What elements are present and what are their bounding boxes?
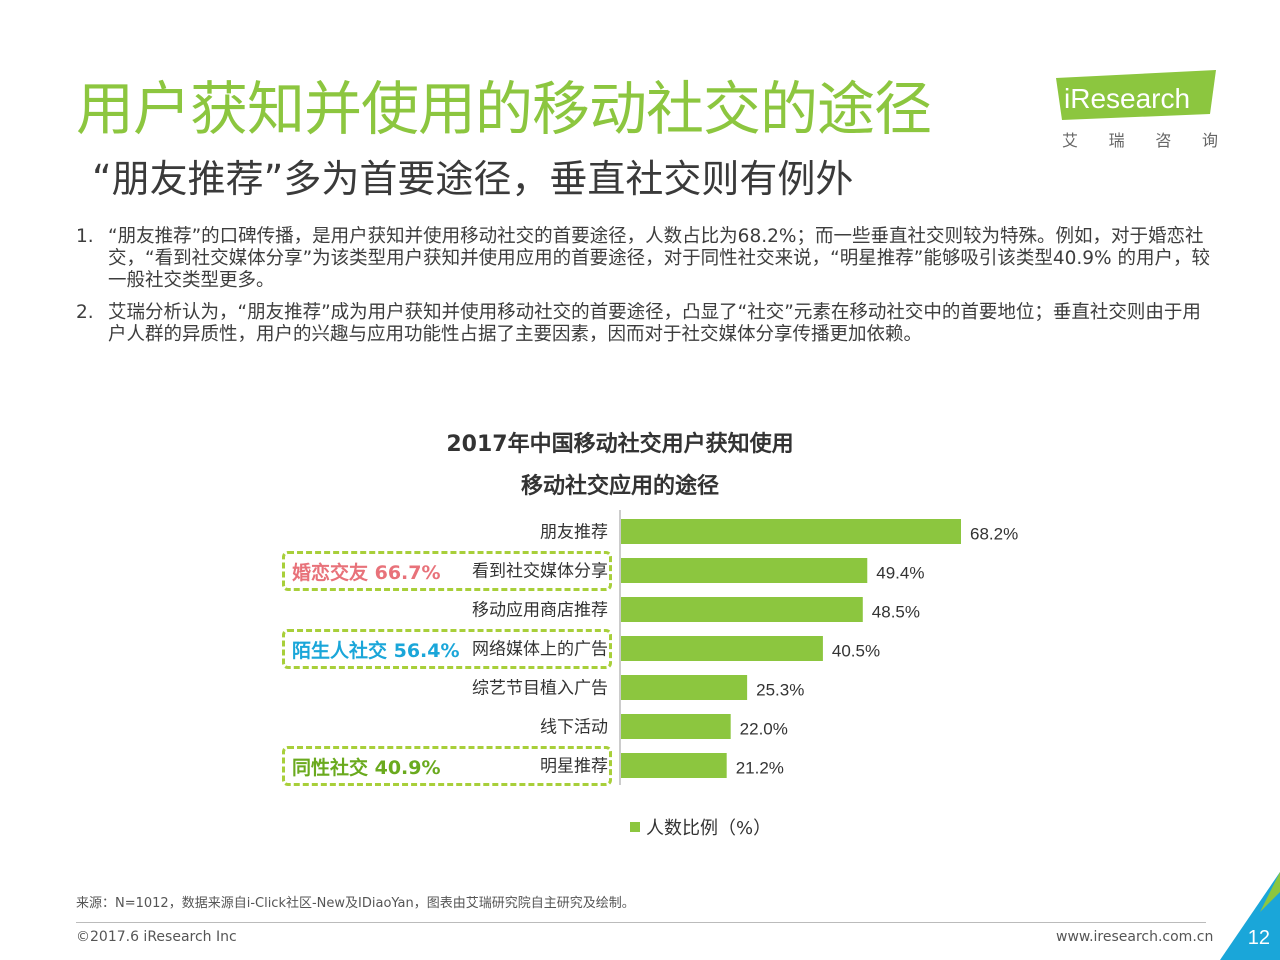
page-number: 12 [1247, 927, 1270, 949]
category-label: 综艺节目植入广告 [472, 679, 608, 699]
logo-char: 咨 [1155, 131, 1172, 150]
data-label: 21.2% [736, 759, 784, 778]
data-label: 49.4% [876, 564, 924, 583]
logo-char: 艾 [1062, 131, 1079, 150]
legend-label: 人数比例（%） [646, 818, 772, 839]
category-label: 线下活动 [540, 718, 608, 738]
website-link[interactable]: www.iresearch.com.cn [1056, 929, 1214, 945]
highlight-label: 同性社交 40.9% [292, 756, 441, 779]
data-label: 25.3% [756, 681, 804, 700]
bar [621, 519, 961, 544]
chart-title: 2017年中国移动社交用户获知使用 [446, 432, 794, 457]
legend-swatch [630, 822, 640, 832]
data-label: 48.5% [872, 603, 920, 622]
highlight-label: 婚恋交友 66.7% [292, 561, 441, 584]
page-title: 用户获知并使用的移动社交的途径 [76, 75, 932, 143]
category-label: 网络媒体上的广告 [472, 640, 608, 660]
highlight-box [282, 550, 612, 591]
category-label: 明星推荐 [540, 757, 608, 777]
logo-char: 瑞 [1108, 131, 1125, 150]
source-note: 来源：N=1012，数据来源自i-Click社区-New及IDiaoYan，图表… [76, 896, 635, 911]
category-label: 移动应用商店推荐 [472, 601, 608, 621]
bar [621, 636, 823, 661]
logo-wordmark: iResearch [1064, 83, 1190, 114]
category-label: 朋友推荐 [540, 523, 608, 543]
bar-chart: 朋友推荐 68.2% 看到社交媒体分享 49.4% 移动应用商店推荐 48.5% 网络媒体上… [472, 510, 1018, 785]
iresearch-logo: iResearch [1056, 70, 1216, 120]
logo-subtitle: 艾 瑞 咨 询 [1062, 127, 1218, 151]
point-number: 1. [76, 226, 94, 247]
point-text: 艾瑞分析认为，“朋友推荐”成为用户获知并使用移动社交的首要途径，凸显了“社交”元… [108, 302, 1201, 345]
corner-decoration [1220, 872, 1280, 960]
chart-legend: 人数比例（%） [630, 814, 771, 840]
bar [621, 753, 727, 778]
highlight-box [282, 628, 612, 669]
bar [621, 714, 731, 739]
bar [621, 675, 748, 700]
point-text: “朋友推荐”的口碑传播，是用户获知并使用移动社交的首要途径，人数占比为68.2%… [108, 226, 1210, 291]
data-label: 22.0% [740, 720, 788, 739]
logo-char: 询 [1201, 131, 1218, 150]
point-number: 2. [76, 302, 94, 323]
point-2: 2. 艾瑞分析认为，“朋友推荐”成为用户获知并使用移动社交的首要途径，凸显了“社… [76, 302, 1216, 346]
bar [621, 597, 863, 622]
footer-divider [76, 922, 1206, 923]
page-subtitle: “朋友推荐”多为首要途径，垂直社交则有例外 [92, 157, 854, 201]
point-1: 1. “朋友推荐”的口碑传播，是用户获知并使用移动社交的首要途径，人数占比为68… [76, 226, 1216, 292]
bar [621, 558, 868, 583]
data-label: 40.5% [832, 642, 880, 661]
highlight-box [282, 745, 612, 786]
copyright: ©2017.6 iResearch Inc [76, 929, 237, 945]
category-label: 看到社交媒体分享 [472, 562, 608, 582]
data-label: 68.2% [970, 525, 1018, 544]
chart-subtitle: 移动社交应用的途径 [520, 474, 719, 499]
highlight-label: 陌生人社交 56.4% [292, 639, 460, 662]
